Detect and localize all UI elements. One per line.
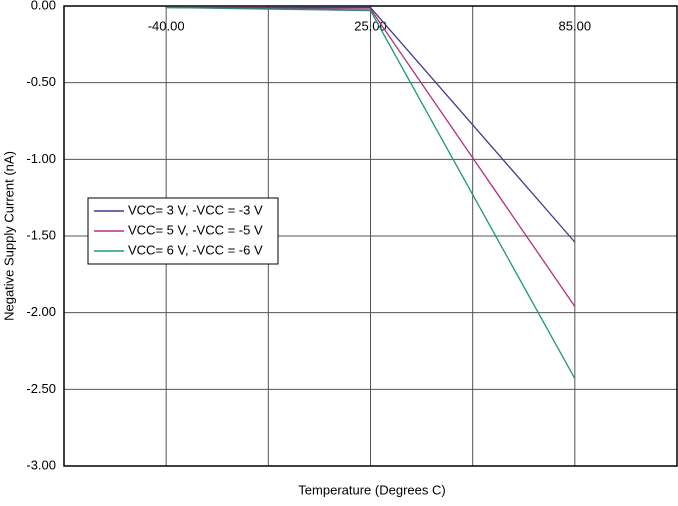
y-tick-label: 0.00: [31, 0, 56, 12]
y-tick-label: -2.00: [26, 304, 56, 319]
legend-label: VCC= 3 V, -VCC = -3 V: [128, 202, 263, 217]
y-tick-label: -3.00: [26, 457, 56, 472]
legend-label: VCC= 6 V, -VCC = -6 V: [128, 242, 263, 257]
plot-border: [63, 5, 678, 467]
y-tick-label: -2.50: [26, 381, 56, 396]
x-tick-label: -40.00: [148, 18, 185, 33]
legend-label: VCC= 5 V, -VCC = -5 V: [128, 222, 263, 237]
y-axis-label: Negative Supply Current (nA): [1, 151, 16, 321]
series-line: [166, 6, 576, 379]
x-axis-label: Temperature (Degrees C): [298, 482, 445, 497]
x-tick-label: 85.00: [559, 18, 592, 33]
y-tick-label: -1.50: [26, 227, 56, 242]
x-tick-label: 25.00: [354, 18, 387, 33]
y-tick-label: -0.50: [26, 74, 56, 89]
y-tick-label: -1.00: [26, 151, 56, 166]
